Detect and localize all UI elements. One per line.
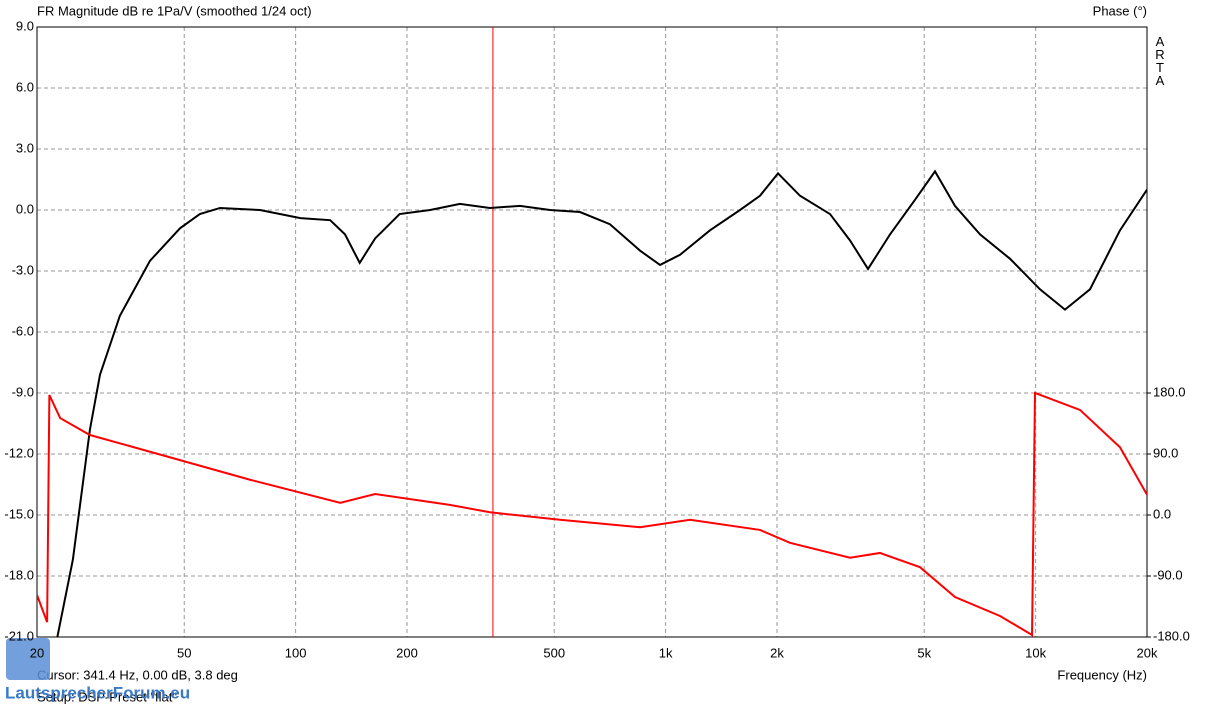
y2-tick-label: 90.0 (1153, 445, 1178, 460)
x-tick-label: 100 (285, 645, 307, 660)
watermark: LautsprecherForum.eu (5, 683, 190, 702)
y2-tick-label: -90.0 (1153, 567, 1183, 582)
x-tick-label: 2k (770, 645, 784, 660)
series-line (37, 391, 1147, 637)
chart-title: FR Magnitude dB re 1Pa/V (smoothed 1/24 … (37, 3, 312, 18)
series-line (56, 169, 1147, 637)
footer: Setup: DSP-Preset "flat" (37, 689, 177, 704)
y-tick-label: -6.0 (12, 323, 34, 338)
x-tick-label: 20k (1137, 645, 1158, 660)
y-tick-label: 0.0 (16, 201, 34, 216)
x-tick-label: 200 (396, 645, 418, 660)
x-tick-label: 5k (917, 645, 931, 660)
x-axis-title: Frequency (Hz) (1057, 667, 1147, 682)
y-tick-label: -15.0 (4, 506, 34, 521)
y-tick-label: -18.0 (4, 567, 34, 582)
y-tick-label: 9.0 (16, 18, 34, 33)
y-tick-label: -9.0 (12, 384, 34, 399)
y2-tick-label: -180.0 (1153, 628, 1190, 643)
brand: ARTA (1153, 34, 1168, 86)
y2-tick-label: 0.0 (1153, 506, 1171, 521)
y-tick-label: 6.0 (16, 79, 34, 94)
watermark-logo (6, 638, 50, 680)
x-tick-label: 500 (543, 645, 565, 660)
y2-tick-label: 180.0 (1153, 384, 1186, 399)
y-tick-label: -3.0 (12, 262, 34, 277)
y-tick-label: -12.0 (4, 445, 34, 460)
x-tick-label: 1k (659, 645, 673, 660)
y-tick-label: 3.0 (16, 140, 34, 155)
cursor-readout: Cursor: 341.4 Hz, 0.00 dB, 3.8 deg (37, 667, 238, 682)
x-tick-label: 20 (30, 645, 44, 660)
x-tick-label: 10k (1025, 645, 1046, 660)
plot-frame (36, 26, 1148, 638)
y2-title: Phase (°) (1093, 3, 1147, 18)
x-tick-label: 50 (177, 645, 191, 660)
y-tick-label: -21.0 (4, 628, 34, 643)
